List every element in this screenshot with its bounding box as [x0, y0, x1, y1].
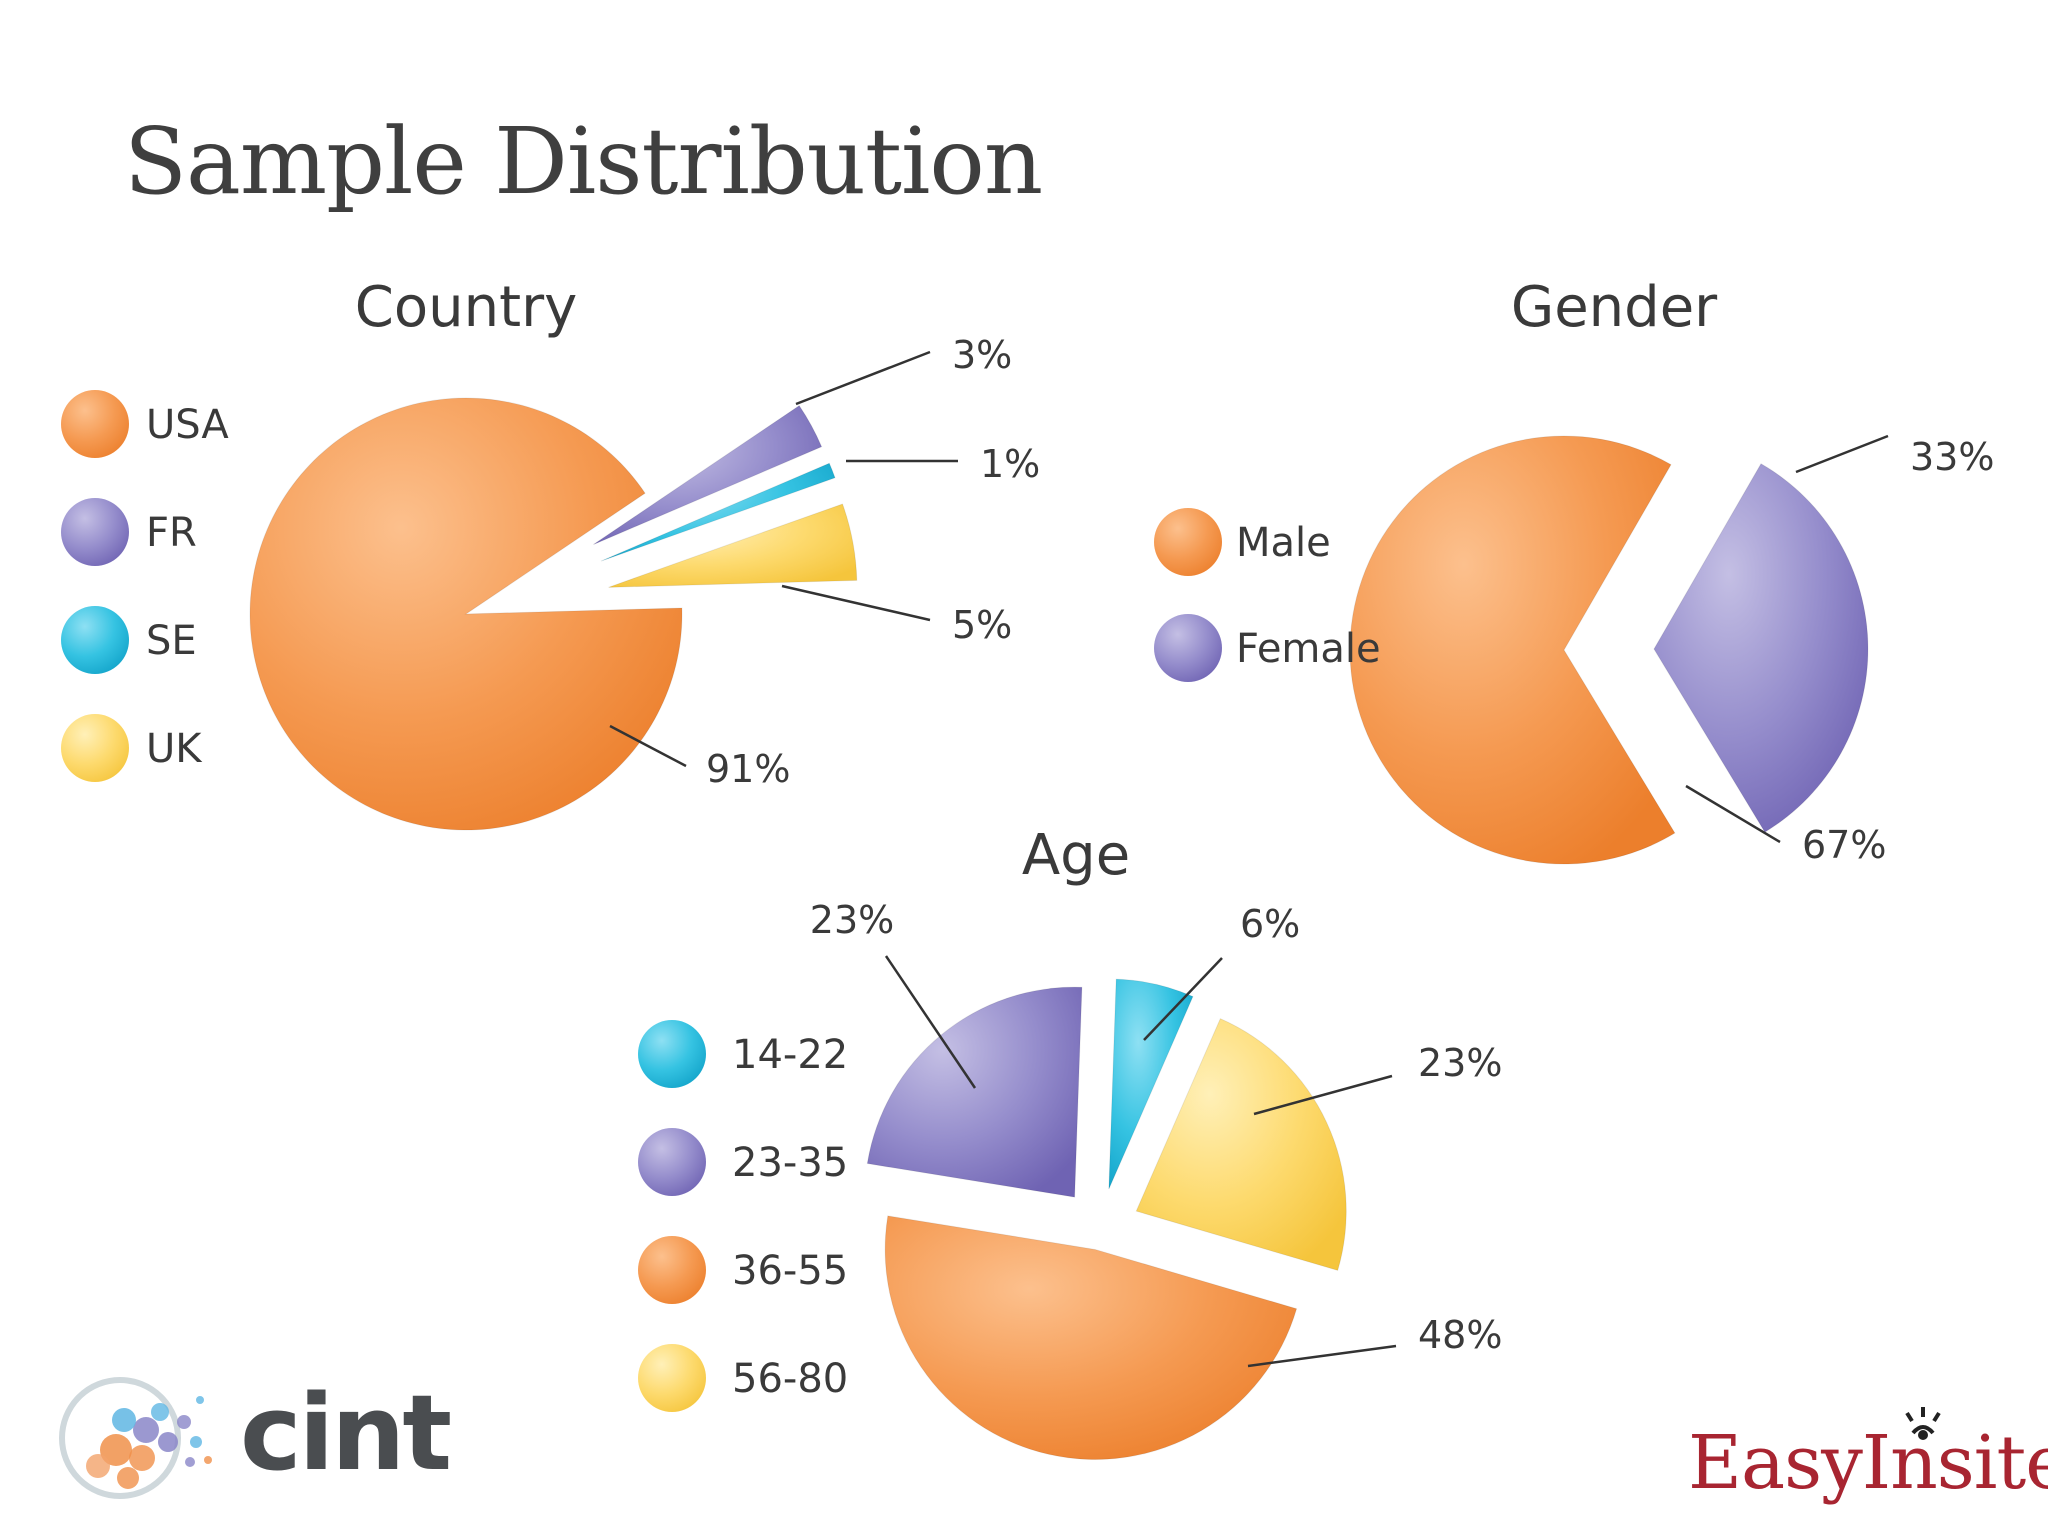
country-legend-marker-se: [61, 606, 129, 674]
age-leader-line-56-80: [1253, 1074, 1393, 1116]
age-data-label-23-35: 23%: [810, 898, 894, 942]
country-slice-se: [600, 462, 836, 562]
gender-chart-title: Gender: [1511, 275, 1718, 340]
country-slice-uk: [608, 503, 858, 588]
age-legend-label-14-22: 14-22: [732, 1032, 848, 1078]
age-chart-title: Age: [1022, 823, 1130, 888]
age-legend-label-23-35: 23-35: [732, 1140, 848, 1186]
country-chart-title: Country: [355, 275, 577, 340]
age-pie-chart: Age 6% 23% 48% 23% 14-22 23-35 36-55 56-80: [638, 823, 1502, 1460]
age-leader-line-23-35: [884, 955, 977, 1089]
country-data-label-usa: 91%: [706, 747, 790, 791]
age-slice-36-55: [884, 1215, 1298, 1460]
age-legend-marker-56-80: [638, 1344, 706, 1412]
gender-pie-chart: Gender 67% 33% Male Female: [1154, 275, 1994, 867]
country-data-label-uk: 5%: [952, 603, 1012, 647]
gender-legend-label-male: Male: [1236, 520, 1331, 566]
country-leader-line-usa: [609, 724, 687, 768]
gender-legend-marker-male: [1154, 508, 1222, 576]
country-slice-usa: [249, 397, 683, 831]
cint-logo-text: cint: [240, 1372, 452, 1494]
age-leader-line-36-55: [1247, 1344, 1397, 1368]
gender-legend-label-female: Female: [1236, 626, 1381, 672]
age-legend-label-36-55: 36-55: [732, 1248, 848, 1294]
country-legend-marker-uk: [61, 714, 129, 782]
easyinsites-eye-icon: [1905, 1407, 1941, 1440]
age-legend-marker-36-55: [638, 1236, 706, 1304]
age-legend-marker-14-22: [638, 1020, 706, 1088]
age-legend-label-56-80: 56-80: [732, 1356, 848, 1402]
gender-legend-marker-female: [1154, 614, 1222, 682]
country-legend-marker-usa: [61, 390, 129, 458]
age-leader-line-14-22: [1143, 957, 1223, 1041]
gender-leader-line-female: [1795, 434, 1889, 474]
country-legend-marker-fr: [61, 498, 129, 566]
age-legend-marker-23-35: [638, 1128, 706, 1196]
gender-leader-line-male: [1685, 784, 1781, 844]
easyinsites-logo-text: EasyInsites: [1688, 1420, 2048, 1506]
country-pie-chart: Country 91% 3% 1% 5% USA FR SE UK: [61, 275, 1040, 831]
age-slice-23-35: [866, 986, 1083, 1198]
gender-slice-male: [1349, 435, 1676, 865]
slide-title: Sample Distribution: [124, 108, 1043, 215]
country-legend-label-usa: USA: [146, 402, 229, 448]
gender-data-label-male: 67%: [1802, 823, 1886, 867]
gender-slice-female: [1653, 463, 1869, 833]
age-slice-14-22: [1108, 978, 1194, 1190]
country-leader-line-fr: [795, 350, 931, 406]
country-legend-label-fr: FR: [146, 510, 197, 556]
age-data-label-36-55: 48%: [1418, 1313, 1502, 1357]
age-data-label-56-80: 23%: [1418, 1041, 1502, 1085]
country-legend-label-se: SE: [146, 618, 197, 664]
country-slice-fr: [593, 404, 823, 546]
country-leader-line-uk: [781, 584, 931, 622]
age-slice-56-80: [1135, 1018, 1347, 1272]
gender-data-label-female: 33%: [1910, 435, 1994, 479]
country-legend-label-uk: UK: [146, 726, 203, 772]
country-data-label-fr: 3%: [952, 333, 1012, 377]
country-data-label-se: 1%: [980, 442, 1040, 486]
cint-logo-icon: [59, 1377, 212, 1499]
age-data-label-14-22: 6%: [1240, 902, 1300, 946]
